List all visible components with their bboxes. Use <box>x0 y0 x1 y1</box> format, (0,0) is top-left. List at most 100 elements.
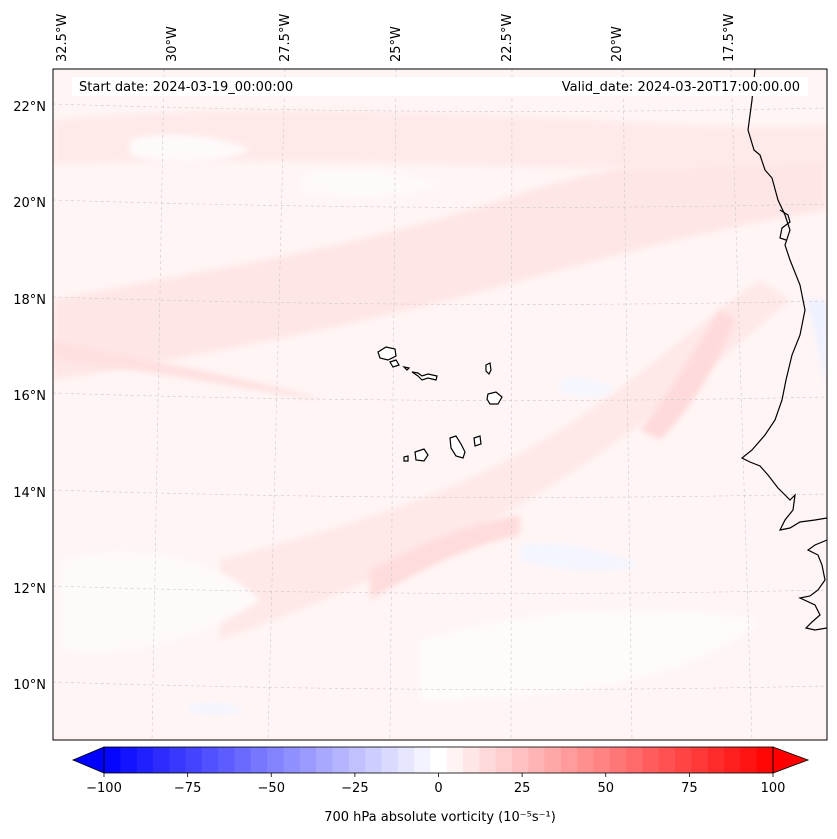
vorticity-band <box>370 515 520 600</box>
vorticity-negative-patch <box>520 543 640 571</box>
colorbar-tick-label: 50 <box>597 781 614 796</box>
vorticity-negative-patch <box>805 300 827 390</box>
colorbar-cell <box>560 747 578 773</box>
parallel-gridline <box>53 103 827 112</box>
colorbar-cell <box>511 747 529 773</box>
longitude-labels: 32.5°W 30°W 27.5°W 25°W 22.5°W 20°W 17.5… <box>55 14 737 62</box>
vorticity-band <box>53 110 827 169</box>
island-boa-vista <box>486 391 503 405</box>
meridian-gridline <box>151 69 165 740</box>
colorbar-cell <box>756 747 774 773</box>
colorbar-cell <box>707 747 725 773</box>
colorbar-cell <box>218 747 236 773</box>
colorbar-cell <box>332 747 350 773</box>
colorbar-cell <box>185 747 203 773</box>
parallel-gridline <box>53 489 827 498</box>
colorbar-cell <box>250 747 268 773</box>
colorbar-tick-label: 25 <box>514 781 531 796</box>
island-santo-antao <box>377 346 397 361</box>
colorbar-cell <box>609 747 627 773</box>
latitude-labels: 22°N 20°N 18°N 16°N 14°N 12°N 10°N <box>13 100 46 693</box>
vorticity-band <box>640 310 735 440</box>
lon-label-17-5w: 17.5°W <box>722 14 737 62</box>
meridian-gridline <box>389 69 397 740</box>
colorbar-cell <box>691 747 709 773</box>
lat-label-22n: 22°N <box>13 100 46 115</box>
vorticity-patch <box>420 609 760 700</box>
colorbar-cell <box>283 747 301 773</box>
colorbar-cell <box>626 747 643 773</box>
lon-label-27-5w: 27.5°W <box>278 14 293 62</box>
colorbar-high-extension <box>772 746 810 774</box>
colorbar-cell <box>267 747 284 773</box>
lon-label-20w: 20°W <box>610 26 625 62</box>
colorbar-tick-label: −25 <box>341 781 368 796</box>
island-sao-nicolau <box>411 371 438 381</box>
colorbar-cell <box>136 747 154 773</box>
map-panel: Start date: 2024-03-19_00:00:00 Valid_da… <box>52 68 828 741</box>
colorbar-tick-label: 75 <box>681 781 698 796</box>
colorbar-cell <box>365 747 382 773</box>
colorbar-cell <box>658 747 676 773</box>
colorbar-label: 700 hPa absolute vorticity (10⁻⁵s⁻¹) <box>324 810 556 825</box>
colorbar-low-extension <box>71 746 105 774</box>
meridian-gridline <box>622 69 633 740</box>
vorticity-negative-patch <box>190 702 245 715</box>
vorticity-patch <box>300 169 440 197</box>
island-maio <box>473 435 482 447</box>
colorbar-tick-label: 0 <box>434 781 442 796</box>
colorbar-cell <box>414 747 431 773</box>
meridian-gridline <box>267 69 286 740</box>
parallel-gridline <box>53 681 827 690</box>
meridian-gridline <box>510 69 513 740</box>
africa-coastline <box>740 69 827 531</box>
colorbar-cell <box>724 747 741 773</box>
island-sal <box>485 362 492 376</box>
vorticity-patch <box>130 134 250 162</box>
island-santa-luzia <box>402 366 411 371</box>
gridlines <box>53 69 827 740</box>
colorbar-cell <box>152 747 170 773</box>
island-santiago <box>449 435 466 459</box>
colorbar-ticks: −100 −75 −50 −25 0 25 50 75 100 <box>86 773 785 796</box>
island-brava <box>403 455 409 462</box>
colorbar-cell <box>446 747 464 773</box>
colorbar-cell <box>495 747 513 773</box>
header-box <box>72 77 808 96</box>
colorbar-cells <box>104 747 774 773</box>
parallel-gridline <box>53 199 827 208</box>
vorticity-negative-patch <box>560 378 615 397</box>
colorbar-cell <box>104 747 121 773</box>
vorticity-band <box>53 340 320 400</box>
colorbar-cell <box>316 747 333 773</box>
lat-label-10n: 10°N <box>13 678 46 693</box>
parallel-gridline <box>53 585 827 594</box>
cape-verde-islands <box>377 346 503 462</box>
vorticity-patch <box>60 552 260 653</box>
colorbar-cell <box>201 747 219 773</box>
colorbar-cell <box>675 747 692 773</box>
colorbar-cell <box>642 747 660 773</box>
colorbar-cell <box>381 747 399 773</box>
colorbar-cell <box>397 747 415 773</box>
colorbar-cell <box>544 747 562 773</box>
lon-label-22-5w: 22.5°W <box>500 14 515 62</box>
colorbar-cell <box>348 747 366 773</box>
lon-label-25w: 25°W <box>389 26 404 62</box>
colorbar-cell <box>299 747 317 773</box>
colorbar-tick-label: −75 <box>174 781 201 796</box>
colorbar-tick-label: −50 <box>258 781 285 796</box>
colorbar: −100 −75 −50 −25 0 25 50 75 100 700 hPa absolute… <box>71 746 810 825</box>
valid-date-label: Valid_date: 2024-03-20T17:00:00.00 <box>562 80 800 95</box>
colorbar-cell <box>577 747 595 773</box>
africa-coastline <box>779 209 791 241</box>
vorticity-band <box>53 140 827 380</box>
africa-coastline <box>798 539 827 631</box>
colorbar-cell <box>740 747 758 773</box>
colorbar-tick-label: −100 <box>86 781 122 796</box>
meridian-gridline <box>730 69 753 740</box>
colorbar-cell <box>593 747 611 773</box>
lat-label-12n: 12°N <box>13 582 46 597</box>
island-fogo <box>414 448 429 462</box>
